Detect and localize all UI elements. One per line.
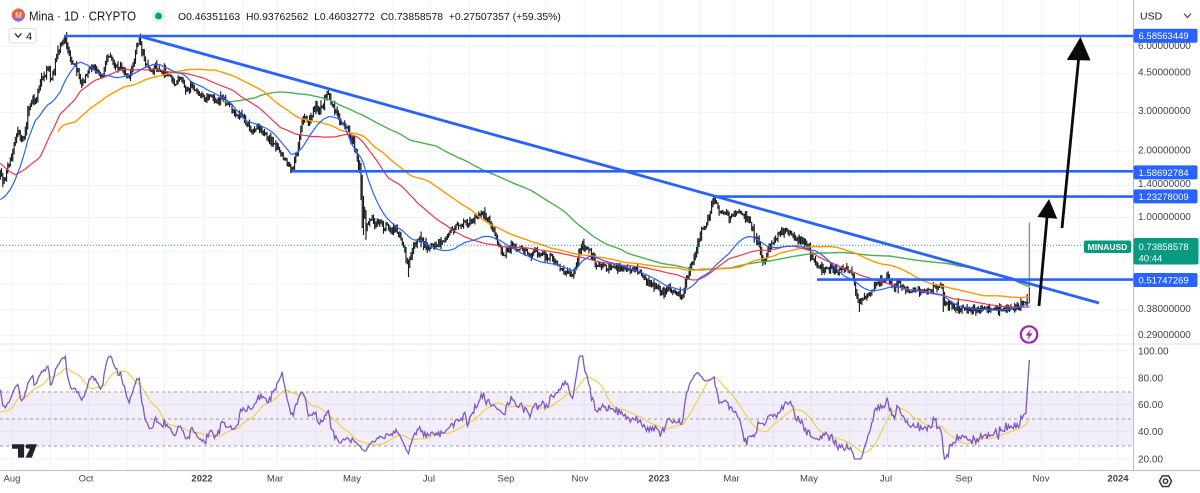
- svg-text:1.40000000: 1.40000000: [1138, 179, 1191, 190]
- svg-text:100.00: 100.00: [1138, 346, 1169, 357]
- svg-text:40:44: 40:44: [1139, 254, 1163, 265]
- svg-text:Mar: Mar: [267, 474, 283, 485]
- svg-text:1.23278009: 1.23278009: [1139, 192, 1189, 203]
- svg-text:4: 4: [26, 31, 32, 43]
- svg-text:3.00000000: 3.00000000: [1138, 106, 1191, 117]
- svg-text:Sep: Sep: [956, 474, 973, 485]
- svg-text:Nov: Nov: [572, 474, 589, 485]
- svg-text:M: M: [15, 11, 22, 20]
- svg-text:Mar: Mar: [723, 474, 739, 485]
- svg-text:0.38000000: 0.38000000: [1138, 304, 1191, 315]
- svg-text:6.00000000: 6.00000000: [1138, 41, 1191, 52]
- svg-text:Sep: Sep: [498, 474, 515, 485]
- svg-text:60.00: 60.00: [1138, 400, 1163, 411]
- svg-text:Jul: Jul: [880, 474, 892, 485]
- svg-text:1.00000000: 1.00000000: [1138, 212, 1191, 223]
- svg-text:MINAUSD: MINAUSD: [1088, 242, 1128, 252]
- svg-text:May: May: [343, 474, 361, 485]
- svg-text:May: May: [800, 474, 818, 485]
- svg-text:20.00: 20.00: [1138, 454, 1163, 465]
- svg-text:0.29000000: 0.29000000: [1138, 330, 1191, 341]
- svg-text:40.00: 40.00: [1138, 427, 1163, 438]
- svg-text:2024: 2024: [1107, 474, 1129, 485]
- svg-text:0.73858578: 0.73858578: [1139, 242, 1189, 253]
- svg-text:O0.46351163 H0.93762562 L0.4: O0.46351163 H0.93762562 L0.46032772 C0.7…: [178, 12, 561, 23]
- svg-text:USD: USD: [1140, 11, 1163, 23]
- svg-text:2022: 2022: [191, 474, 212, 485]
- svg-text:2.00000000: 2.00000000: [1138, 146, 1191, 157]
- svg-text:4.50000000: 4.50000000: [1138, 67, 1191, 78]
- svg-text:Jul: Jul: [423, 474, 435, 485]
- svg-text:Mina · 1D · CRYPTO: Mina · 1D · CRYPTO: [29, 10, 136, 24]
- svg-text:Oct: Oct: [79, 474, 94, 485]
- svg-text:6.58563449: 6.58563449: [1139, 31, 1189, 42]
- svg-text:Nov: Nov: [1033, 474, 1050, 485]
- svg-text:80.00: 80.00: [1138, 373, 1163, 384]
- svg-text:Aug: Aug: [4, 474, 21, 485]
- svg-text:1.58692784: 1.58692784: [1139, 168, 1189, 179]
- svg-text:2023: 2023: [648, 474, 669, 485]
- svg-text:0.51747269: 0.51747269: [1139, 275, 1189, 286]
